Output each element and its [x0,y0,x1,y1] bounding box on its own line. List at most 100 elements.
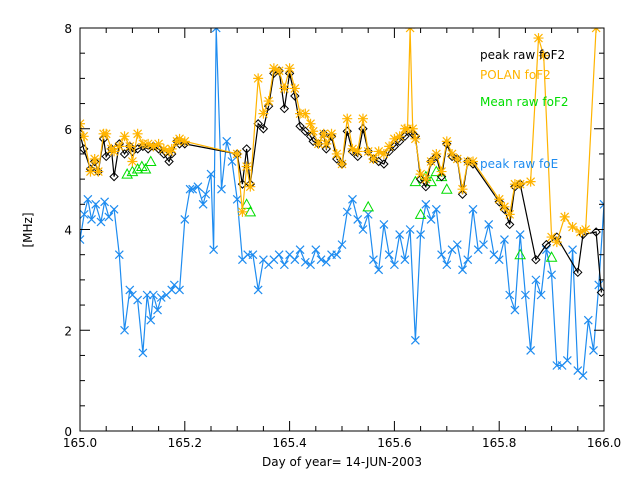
data-point-mean-raw-fof2 [362,200,375,212]
data-point-peak-raw-foe [175,285,184,295]
data-point-peak-raw-foe [87,215,96,224]
data-point-peak-raw-foe [599,199,604,209]
data-point-polan-fof2 [166,143,177,154]
data-point-peak-raw-foe [80,209,89,219]
data-point-peak-raw-foe [515,230,525,239]
data-point-mean-raw-fof2 [121,168,134,179]
x-tick-label: 165.6 [377,436,411,450]
data-point-peak-raw-foe [185,184,195,194]
data-point-polan-fof2 [504,209,515,220]
data-point-peak-raw-foe [120,325,129,335]
data-point-peak-raw-fof2 [138,141,148,152]
data-point-peak-raw-foe [83,194,93,204]
data-point-polan-fof2 [468,156,478,167]
legend-entry-peak-raw-fof2: peak raw foF2 [480,48,565,62]
data-point-peak-raw-foe [222,136,232,146]
data-point-peak-raw-foe [348,194,357,204]
data-point-peak-raw-foe [193,182,203,192]
data-point-polan-fof2 [559,211,570,222]
data-point-polan-fof2 [436,166,447,177]
data-point-polan-fof2 [326,128,337,139]
data-point-peak-raw-foe [80,235,85,244]
data-point-polan-fof2 [263,96,274,107]
axis-ticks [79,27,605,432]
data-point-polan-fof2 [127,156,138,167]
data-point-polan-fof2 [357,113,368,124]
data-point-peak-raw-foe [279,260,289,270]
data-point-peak-raw-fof2 [591,227,601,237]
data-point-peak-raw-foe [505,290,515,300]
data-point-polan-fof2 [258,108,269,119]
data-point-polan-fof2 [331,148,342,159]
data-point-polan-fof2 [114,141,125,152]
data-point-peak-raw-foe [253,285,263,295]
x-tick-label: 165.4 [272,436,306,450]
data-point-polan-fof2 [515,179,526,190]
data-point-mean-raw-fof2 [440,183,453,194]
x-tick-labels: 165.0 165.2 165.4 165.6 165.8 166.0 [63,436,621,450]
data-point-mean-raw-fof2 [144,155,157,166]
data-point-peak-raw-foe [146,315,156,325]
data-point-peak-raw-foe [484,220,494,229]
data-point-peak-raw-foe [153,305,162,315]
data-point-peak-raw-foe [379,220,389,229]
data-point-peak-raw-foe [96,217,106,227]
legend: peak raw foF2 POLAN foF2 Mean raw foF2 p… [480,48,569,171]
data-point-peak-raw-fof2 [389,141,400,152]
data-point-peak-raw-fof2 [431,151,442,162]
data-point-polan-fof2 [119,131,130,142]
data-point-peak-raw-foe [156,293,166,302]
data-point-polan-fof2 [551,237,562,248]
data-point-polan-fof2 [441,136,452,147]
data-point-polan-fof2 [580,224,591,235]
data-point-peak-raw-foe [510,305,520,315]
series-polan-fof2 [80,28,602,248]
data-point-polan-fof2 [148,141,159,152]
data-point-peak-raw-foe [468,204,478,214]
data-point-peak-raw-foe [332,250,342,260]
data-point-peak-raw-fof2 [279,103,290,114]
data-point-polan-fof2 [305,118,316,129]
data-point-polan-fof2 [232,148,243,159]
data-point-mean-raw-fof2 [244,205,257,217]
data-point-polan-fof2 [137,138,148,149]
data-point-polan-fof2 [426,156,437,167]
data-point-polan-fof2 [538,50,549,61]
data-point-peak-raw-fof2 [394,136,405,147]
data-point-peak-raw-foe [583,315,593,325]
data-point-peak-raw-fof2 [531,255,541,265]
y-tick-label: 2 [64,324,72,338]
data-point-polan-fof2 [462,156,473,167]
data-point-peak-raw-foe [316,255,326,265]
data-point-polan-fof2 [342,113,353,124]
data-point-polan-fof2 [153,138,164,149]
data-point-peak-raw-foe [148,290,158,300]
data-point-peak-raw-foe [494,255,504,265]
data-point-polan-fof2 [378,148,389,159]
data-point-peak-raw-foe [138,348,148,358]
data-point-peak-raw-foe [369,255,378,265]
data-point-peak-raw-foe [125,285,135,295]
data-point-polan-fof2 [415,169,426,180]
data-point-peak-raw-foe [479,240,488,250]
x-tick-label: 166.0 [587,436,621,450]
data-point-peak-raw-foe [426,215,436,224]
data-point-polan-fof2 [313,138,324,149]
data-point-peak-raw-fof2 [153,144,164,154]
data-point-peak-raw-foe [188,184,198,194]
data-point-peak-raw-foe [337,240,347,250]
data-point-peak-raw-foe [91,199,101,209]
data-point-peak-raw-foe [311,245,321,255]
data-point-polan-fof2 [300,108,311,119]
data-point-peak-raw-foe [541,245,551,255]
data-point-peak-raw-fof2 [373,156,384,167]
data-point-peak-raw-fof2 [379,159,389,169]
data-point-peak-raw-foe [358,225,368,234]
data-point-peak-raw-fof2 [541,239,552,250]
data-point-peak-raw-foe [458,265,467,275]
data-point-peak-raw-foe [389,260,399,270]
data-point-peak-raw-foe [405,225,415,234]
data-point-peak-raw-foe [167,285,177,295]
data-point-peak-raw-foe [531,275,541,285]
data-point-peak-raw-foe [416,230,426,239]
